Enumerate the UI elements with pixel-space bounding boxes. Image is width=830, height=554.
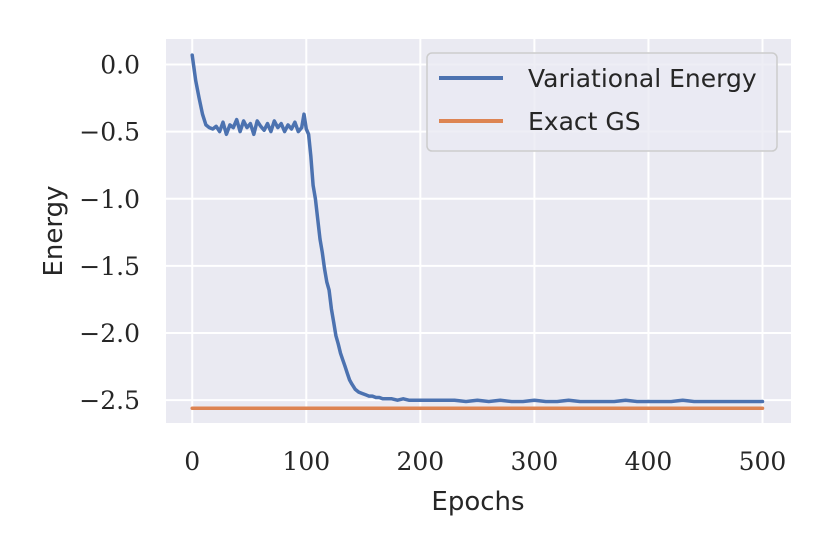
legend-label-variational-energy: Variational Energy	[528, 64, 757, 93]
y-tick-label: −0.5	[79, 118, 140, 147]
x-tick-label: 300	[511, 447, 559, 476]
y-tick-label: 0.0	[100, 51, 140, 80]
legend: Variational Energy Exact GS	[426, 52, 778, 152]
series-line-variational-energy	[190, 53, 765, 404]
x-tick-label: 0	[184, 447, 200, 476]
y-tick-label: −2.0	[79, 319, 140, 348]
legend-box	[426, 52, 778, 152]
legend-label-exact-gs: Exact GS	[528, 107, 641, 136]
x-tick-label: 500	[739, 447, 787, 476]
y-axis-ticks: 0.0 −0.5 −1.0 −1.5 −2.0 −2.5	[79, 51, 140, 416]
y-tick-label: −2.5	[79, 386, 140, 415]
x-tick-label: 100	[282, 447, 330, 476]
y-axis-label: Energy	[39, 185, 69, 276]
x-axis-label: Epochs	[431, 487, 524, 517]
x-axis-ticks: 0 100 200 300 400 500	[184, 447, 786, 476]
x-tick-label: 200	[396, 447, 444, 476]
y-tick-label: −1.0	[79, 185, 140, 214]
x-tick-label: 400	[625, 447, 673, 476]
series-layer	[190, 53, 765, 410]
y-tick-label: −1.5	[79, 252, 140, 281]
